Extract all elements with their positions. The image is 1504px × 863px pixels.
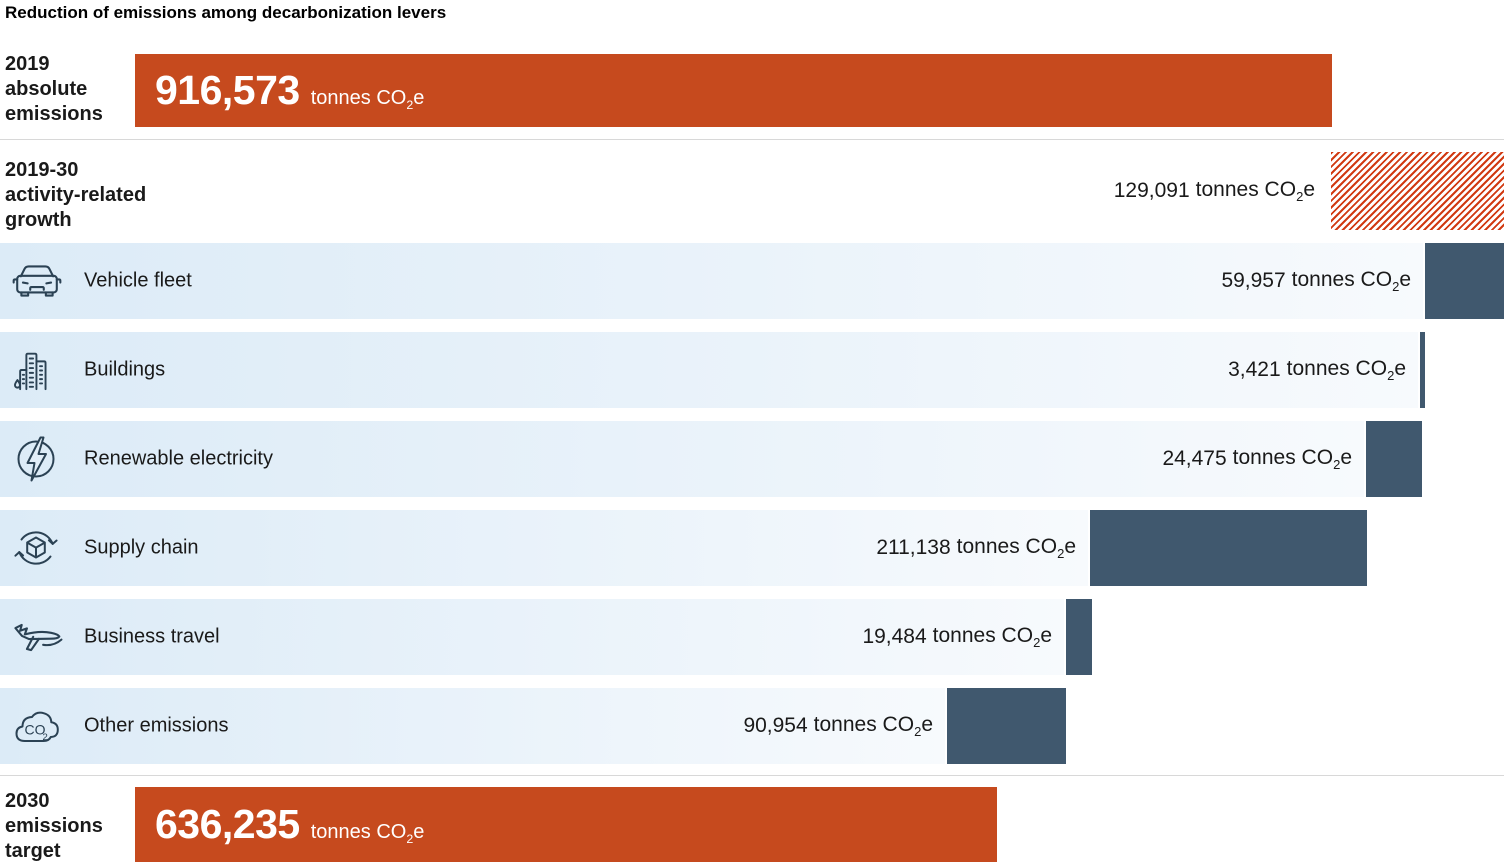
divider-top bbox=[0, 139, 1504, 140]
bar-2019-absolute: 916,573 tonnes CO2e bbox=[135, 54, 1332, 127]
bar-business-travel bbox=[1066, 599, 1092, 675]
svg-text:2: 2 bbox=[43, 732, 48, 743]
car-icon bbox=[12, 260, 62, 302]
bar-buildings bbox=[1420, 332, 1425, 408]
lever-label: Vehicle fleet bbox=[84, 269, 192, 292]
row-background bbox=[0, 243, 1423, 319]
bar-2019-unit: tonnes CO2e bbox=[310, 87, 425, 112]
lever-value: 24,475 tonnes CO2e bbox=[1162, 445, 1352, 473]
bar-supply-chain bbox=[1090, 510, 1367, 586]
label-activity-growth: 2019-30 activity-related growth bbox=[5, 159, 147, 231]
svg-text:CO: CO bbox=[25, 722, 46, 738]
divider-bottom bbox=[0, 775, 1504, 776]
lever-row-other-emissions: CO 2 Other emissions 90,954 tonnes CO2e bbox=[0, 688, 1504, 764]
lever-value: 59,957 tonnes CO2e bbox=[1221, 267, 1411, 295]
label-2019-absolute-emissions: 2019 absolute emissions bbox=[5, 53, 103, 125]
bar-2030-value: 636,235 bbox=[155, 801, 300, 847]
lever-value: 3,421 tonnes CO2e bbox=[1228, 356, 1406, 384]
growth-row: 129,091 tonnes CO2e bbox=[0, 152, 1504, 230]
row-background bbox=[0, 688, 945, 764]
lever-row-supply-chain: Supply chain 211,138 tonnes CO2e bbox=[0, 510, 1504, 586]
row-background bbox=[0, 510, 1088, 586]
bar-growth-hatched bbox=[1331, 152, 1504, 230]
bar-2030-target: 636,235 tonnes CO2e bbox=[135, 787, 997, 862]
cube-cycle-icon bbox=[12, 524, 60, 572]
lever-row-business-travel: Business travel 19,484 tonnes CO2e bbox=[0, 599, 1504, 675]
lightning-icon bbox=[12, 435, 60, 483]
row-background bbox=[0, 332, 1418, 408]
lever-label: Buildings bbox=[84, 358, 166, 381]
lever-label: Business travel bbox=[84, 625, 220, 648]
lever-label: Supply chain bbox=[84, 536, 199, 559]
lever-value: 19,484 tonnes CO2e bbox=[862, 623, 1052, 651]
lever-row-buildings: Buildings 3,421 tonnes CO2e bbox=[0, 332, 1504, 408]
buildings-icon bbox=[12, 347, 58, 393]
lever-row-renewable-electricity: Renewable electricity 24,475 tonnes CO2e bbox=[0, 421, 1504, 497]
bar-renewable-electricity bbox=[1366, 421, 1422, 497]
row-background bbox=[0, 421, 1364, 497]
lever-label: Renewable electricity bbox=[84, 447, 273, 470]
bar-other-emissions bbox=[947, 688, 1066, 764]
bar-vehicle-fleet bbox=[1425, 243, 1504, 319]
lever-label: Other emissions bbox=[84, 714, 229, 737]
airplane-icon bbox=[12, 614, 68, 660]
row-background bbox=[0, 599, 1064, 675]
lever-value: 90,954 tonnes CO2e bbox=[743, 712, 933, 740]
bar-2030-unit: tonnes CO2e bbox=[310, 821, 425, 846]
co2-cloud-icon: CO 2 bbox=[12, 703, 66, 749]
lever-row-vehicle-fleet: Vehicle fleet 59,957 tonnes CO2e bbox=[0, 243, 1504, 319]
label-2030-emissions-target: 2030 emissions target bbox=[5, 790, 103, 862]
lever-value: 211,138 tonnes CO2e bbox=[876, 534, 1076, 562]
bar-2019-value: 916,573 bbox=[155, 67, 300, 113]
growth-value: 129,091 tonnes CO2e bbox=[1113, 177, 1315, 205]
chart-title: Reduction of emissions among decarboniza… bbox=[5, 3, 447, 22]
